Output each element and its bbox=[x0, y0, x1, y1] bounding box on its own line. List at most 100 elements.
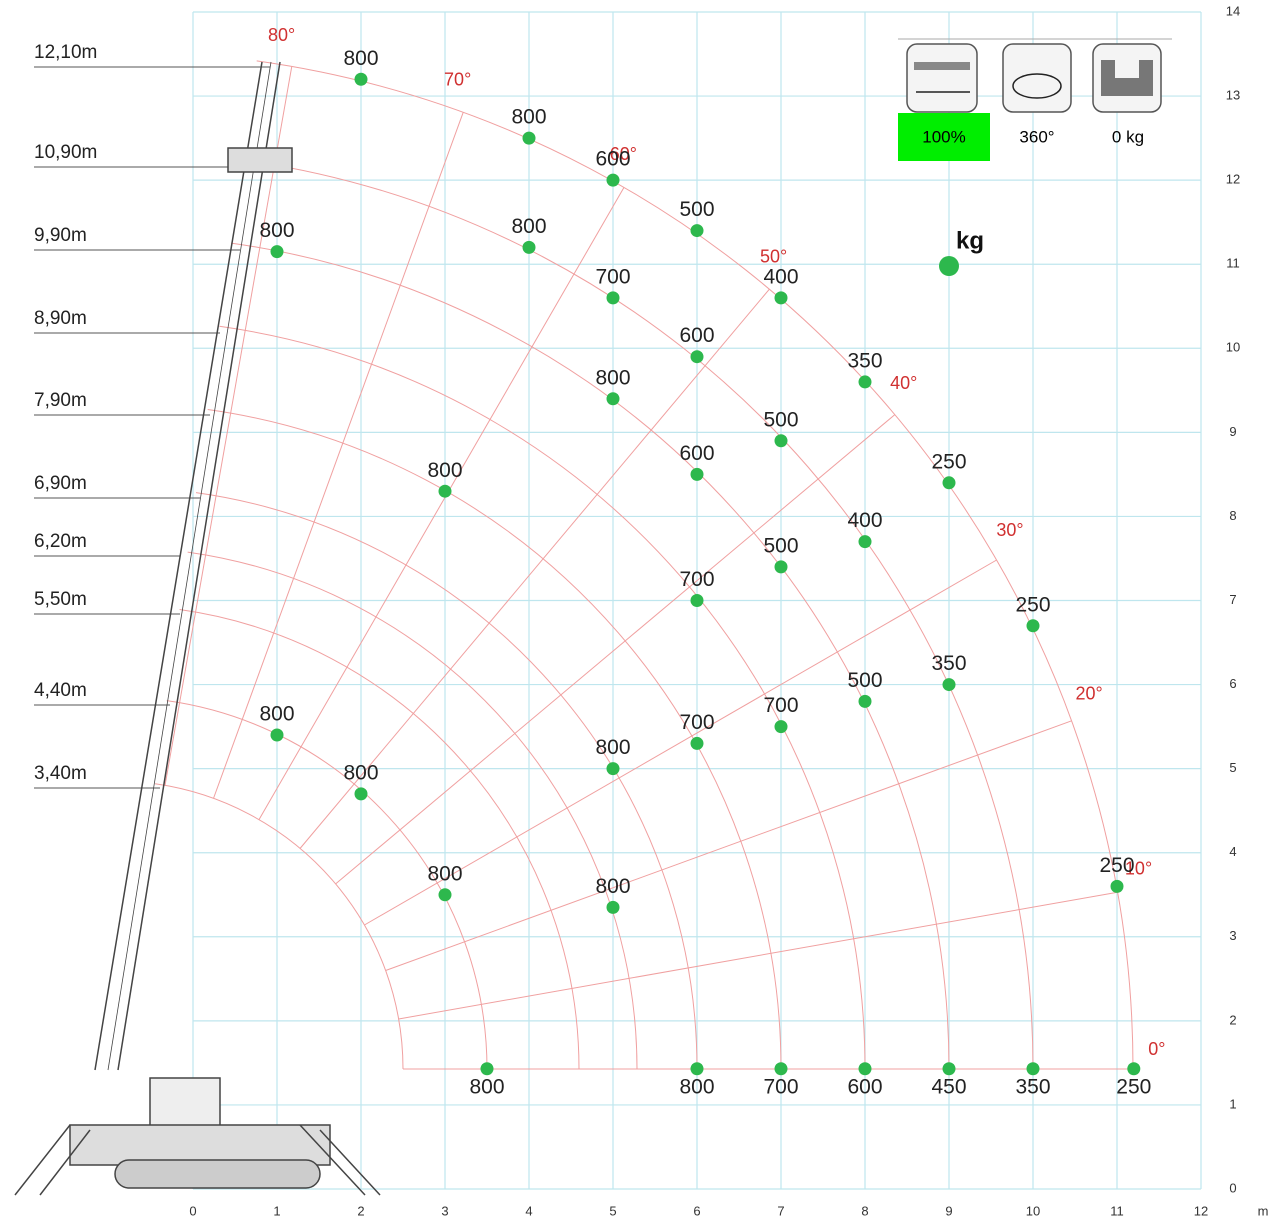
angle-label: 20° bbox=[1075, 684, 1102, 704]
boom-length-label: 12,10m bbox=[34, 42, 97, 63]
load-point bbox=[690, 594, 704, 607]
x-tick-label: 2 bbox=[357, 1203, 364, 1218]
load-label: 250 bbox=[1099, 854, 1134, 877]
angle-label: 80° bbox=[268, 25, 295, 45]
outrigger-leg bbox=[39, 1129, 91, 1196]
range-arc bbox=[179, 609, 580, 1070]
range-arc bbox=[242, 159, 1034, 1070]
load-label: 800 bbox=[679, 1075, 714, 1098]
load-label: 700 bbox=[595, 265, 630, 288]
load-point bbox=[522, 131, 536, 145]
load-label: 600 bbox=[679, 442, 714, 465]
load-point bbox=[942, 678, 956, 692]
load-point bbox=[480, 1062, 494, 1076]
load-point bbox=[354, 787, 368, 801]
load-point bbox=[606, 173, 620, 187]
x-tick-label: 0 bbox=[189, 1203, 196, 1218]
x-axis-label: m bbox=[1258, 1203, 1269, 1218]
rotation-icon bbox=[1002, 43, 1072, 113]
load-label: 800 bbox=[511, 106, 546, 129]
load-label: 500 bbox=[679, 198, 714, 221]
load-point bbox=[774, 1062, 788, 1076]
boom-edge bbox=[117, 61, 281, 1071]
boom-length-label: 9,90m bbox=[34, 225, 87, 246]
load-point bbox=[858, 535, 872, 549]
x-tick-label: 11 bbox=[1110, 1203, 1124, 1218]
boom-length-label: 4,40m bbox=[34, 680, 87, 701]
angle-label: 60° bbox=[610, 144, 637, 164]
angle-label: 40° bbox=[890, 373, 917, 393]
load-point bbox=[942, 1062, 956, 1076]
load-point bbox=[270, 245, 284, 259]
angle-label: 30° bbox=[996, 520, 1023, 540]
load-label: 800 bbox=[595, 875, 630, 898]
load-point bbox=[942, 476, 956, 490]
load-label: 800 bbox=[343, 761, 378, 784]
y-tick-label: 3 bbox=[1229, 928, 1236, 943]
legend-label: kg bbox=[956, 227, 984, 254]
load-point bbox=[438, 888, 452, 902]
x-tick-label: 3 bbox=[441, 1203, 448, 1218]
y-tick-label: 14 bbox=[1226, 3, 1240, 18]
range-arc bbox=[187, 551, 638, 1070]
load-point bbox=[354, 72, 368, 86]
y-tick-label: 4 bbox=[1229, 844, 1236, 859]
angle-label: 0° bbox=[1148, 1039, 1165, 1059]
icon-part bbox=[1115, 60, 1139, 78]
load-point bbox=[774, 291, 788, 305]
y-tick-label: 10 bbox=[1226, 340, 1240, 355]
load-label: 700 bbox=[763, 694, 798, 717]
y-tick-label: 5 bbox=[1229, 760, 1236, 775]
boom-length-label: 7,90m bbox=[34, 390, 87, 411]
x-tick-label: 9 bbox=[945, 1203, 952, 1218]
load-point bbox=[1026, 619, 1040, 633]
boom-edge bbox=[94, 61, 263, 1071]
load-point bbox=[606, 291, 620, 305]
load-label: 250 bbox=[1116, 1075, 1151, 1098]
load-point bbox=[690, 467, 704, 481]
load-label: 450 bbox=[931, 1075, 966, 1098]
y-tick-label: 1 bbox=[1229, 1096, 1236, 1111]
x-tick-label: 6 bbox=[693, 1203, 700, 1218]
counterweight-value: 0 kg bbox=[1112, 127, 1144, 146]
outrigger-leg bbox=[14, 1124, 71, 1196]
angle-label: 70° bbox=[444, 70, 471, 90]
load-label: 500 bbox=[763, 534, 798, 557]
range-diagram: 80° 70° 60° 50° 40° 30° 20° 10° 0° bbox=[155, 25, 1166, 1070]
load-point bbox=[690, 350, 704, 364]
load-label: 400 bbox=[763, 265, 798, 288]
angle-line bbox=[213, 112, 464, 799]
load-label: 250 bbox=[1015, 593, 1050, 616]
boom-length-label: 6,20m bbox=[34, 531, 87, 552]
load-point bbox=[1127, 1062, 1141, 1076]
y-tick-label: 8 bbox=[1229, 508, 1236, 523]
angle-label: 10° bbox=[1125, 858, 1152, 878]
x-tick-label: 5 bbox=[609, 1203, 616, 1218]
angle-line bbox=[364, 559, 997, 926]
crane-drawing bbox=[14, 61, 381, 1196]
load-point bbox=[606, 900, 620, 914]
load-point bbox=[774, 560, 788, 574]
load-point bbox=[1110, 879, 1124, 893]
outrigger-leg bbox=[299, 1124, 366, 1196]
load-label: 800 bbox=[595, 736, 630, 759]
boom-lengths: 12,10m 10,90m 9,90m 8,90m 7,90m 6,90m 6,20m 5,5… bbox=[34, 42, 270, 789]
range-arc bbox=[207, 408, 782, 1070]
y-tick-label: 7 bbox=[1229, 592, 1236, 607]
y-tick-label: 9 bbox=[1229, 424, 1236, 439]
load-point bbox=[270, 728, 284, 742]
outrigger-leg bbox=[319, 1129, 381, 1196]
icon-part bbox=[1012, 73, 1062, 99]
x-tick-label: 4 bbox=[525, 1203, 532, 1218]
load-label: 600 bbox=[679, 324, 714, 347]
load-point bbox=[690, 1062, 704, 1076]
legend-marker bbox=[939, 256, 959, 276]
load-label: 400 bbox=[847, 509, 882, 532]
load-label: 600 bbox=[847, 1075, 882, 1098]
boom-length-label: 10,90m bbox=[34, 142, 97, 163]
load-point bbox=[774, 720, 788, 734]
angle-line bbox=[335, 414, 896, 885]
load-point bbox=[690, 736, 704, 750]
boom-length-label: 5,50m bbox=[34, 589, 87, 610]
